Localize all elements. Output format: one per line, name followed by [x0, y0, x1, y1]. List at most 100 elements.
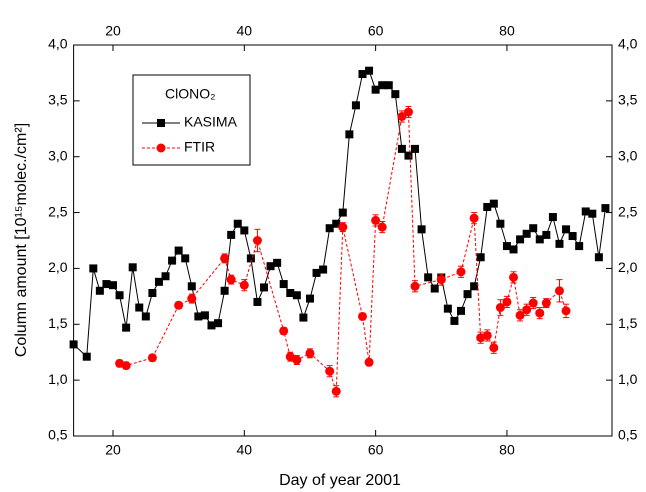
- marker: [469, 213, 479, 223]
- legend-title: ClONO₂: [165, 86, 216, 102]
- marker: [338, 208, 347, 217]
- x2-tick-label: 60: [368, 23, 384, 39]
- marker: [253, 297, 262, 306]
- marker: [443, 304, 452, 313]
- marker: [194, 312, 203, 321]
- y2-tick-label: 2,0: [618, 259, 638, 275]
- marker: [82, 352, 91, 361]
- legend-label: KASIMA: [184, 114, 238, 130]
- marker: [424, 273, 433, 282]
- y2-tick-label: 2,5: [618, 203, 638, 219]
- x2-tick-label: 40: [237, 23, 253, 39]
- marker: [378, 81, 387, 90]
- marker: [482, 330, 492, 340]
- marker: [181, 254, 190, 263]
- marker: [331, 386, 341, 396]
- marker: [122, 323, 131, 332]
- marker: [325, 224, 334, 233]
- marker: [95, 286, 104, 295]
- marker: [312, 268, 321, 277]
- marker: [456, 267, 466, 277]
- y-tick-label: 0,5: [48, 427, 68, 443]
- marker: [279, 280, 288, 289]
- y-tick-label: 2,0: [48, 259, 68, 275]
- y-tick-label: 2,5: [48, 203, 68, 219]
- marker: [200, 311, 209, 320]
- marker: [174, 300, 184, 310]
- x-axis-label: Day of year 2001: [279, 472, 401, 489]
- y-tick-label: 3,5: [48, 92, 68, 108]
- marker: [410, 281, 420, 291]
- marker: [509, 245, 518, 254]
- marker: [476, 253, 485, 262]
- x2-tick-label: 20: [105, 23, 121, 39]
- marker: [299, 313, 308, 322]
- marker: [345, 130, 354, 139]
- legend-box: [132, 74, 251, 166]
- y-tick-label: 1,5: [48, 315, 68, 331]
- marker: [384, 81, 393, 90]
- marker: [220, 286, 229, 295]
- marker: [220, 253, 230, 263]
- marker: [430, 284, 439, 293]
- marker: [364, 357, 374, 367]
- marker: [358, 70, 367, 79]
- marker: [515, 310, 525, 320]
- marker: [403, 107, 413, 117]
- marker: [502, 297, 512, 307]
- marker: [535, 308, 545, 318]
- marker: [542, 230, 551, 239]
- x-tick-label: 80: [499, 442, 515, 458]
- marker: [535, 235, 544, 244]
- marker: [417, 225, 426, 234]
- marker: [246, 254, 255, 263]
- y-tick-label: 1,0: [48, 371, 68, 387]
- marker: [174, 246, 183, 255]
- marker: [102, 280, 111, 289]
- marker: [594, 253, 603, 262]
- y-tick-label: 3,0: [48, 147, 68, 163]
- marker: [292, 355, 302, 365]
- marker: [371, 215, 381, 225]
- marker: [365, 66, 374, 75]
- marker: [516, 235, 525, 244]
- marker: [239, 280, 249, 290]
- x-tick-label: 40: [237, 442, 253, 458]
- marker: [463, 290, 472, 299]
- marker: [279, 326, 289, 336]
- marker: [305, 348, 315, 358]
- marker: [411, 144, 420, 153]
- x2-tick-label: 80: [499, 23, 515, 39]
- x-tick-label: 60: [368, 442, 384, 458]
- marker: [147, 353, 157, 363]
- y2-tick-label: 1,5: [618, 315, 638, 331]
- marker: [187, 294, 197, 304]
- marker: [601, 204, 610, 213]
- marker: [404, 151, 413, 160]
- marker: [371, 85, 380, 94]
- marker: [502, 242, 511, 251]
- marker: [168, 256, 177, 265]
- marker: [470, 282, 479, 291]
- plot-frame: [73, 44, 613, 437]
- marker: [154, 277, 163, 286]
- legend-marker: [157, 119, 165, 127]
- marker: [489, 343, 499, 353]
- marker: [575, 242, 584, 251]
- marker: [141, 312, 150, 321]
- marker: [240, 226, 249, 235]
- marker: [522, 229, 531, 238]
- marker: [489, 199, 498, 208]
- marker: [227, 230, 236, 239]
- marker: [233, 219, 242, 228]
- marker: [273, 258, 282, 267]
- marker: [588, 209, 597, 218]
- marker: [121, 361, 131, 371]
- marker: [528, 298, 538, 308]
- marker: [495, 303, 505, 313]
- marker: [214, 319, 223, 328]
- marker: [377, 222, 387, 232]
- x-tick-label: 20: [105, 442, 121, 458]
- y2-tick-label: 1,0: [618, 371, 638, 387]
- marker: [148, 289, 157, 298]
